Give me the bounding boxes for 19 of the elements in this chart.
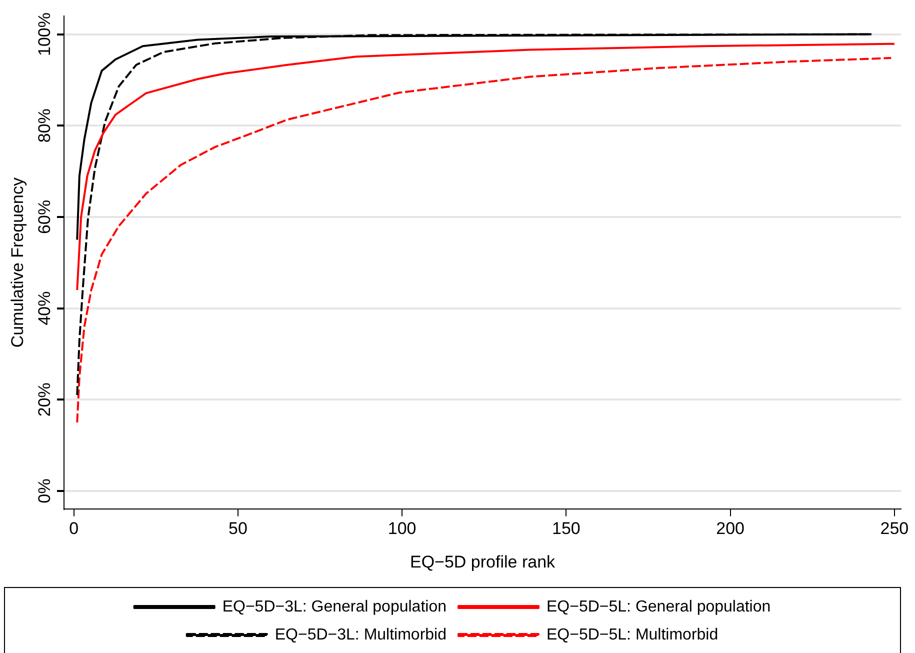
x-tick-label: 250 [880, 519, 909, 538]
x-tick-label: 150 [552, 519, 580, 538]
line-series [76, 57, 892, 424]
legend-label: EQ−5D−3L: Multimorbid [274, 626, 447, 644]
legend-label: EQ−5D−3L: General population [222, 598, 446, 616]
y-axis-title: Cumulative Frequency [8, 177, 27, 348]
y-tick-label: 100% [35, 12, 54, 56]
y-tick-label: 0% [35, 478, 54, 504]
x-tick-label: 200 [716, 519, 745, 538]
y-tick-label: 60% [35, 200, 54, 234]
x-tick-label: 100 [388, 519, 416, 538]
y-tick-label: 80% [35, 108, 54, 143]
legend-label: EQ−5D−5L: General population [546, 598, 771, 616]
y-tick-label: 40% [35, 291, 54, 326]
y-tick-label: 20% [35, 382, 54, 417]
x-axis-title: EQ−5D profile rank [410, 552, 556, 572]
x-tick-label: 0 [69, 519, 79, 538]
legend-label: EQ−5D−5L: Multimorbid [546, 626, 718, 644]
x-tick-label: 50 [228, 519, 248, 538]
